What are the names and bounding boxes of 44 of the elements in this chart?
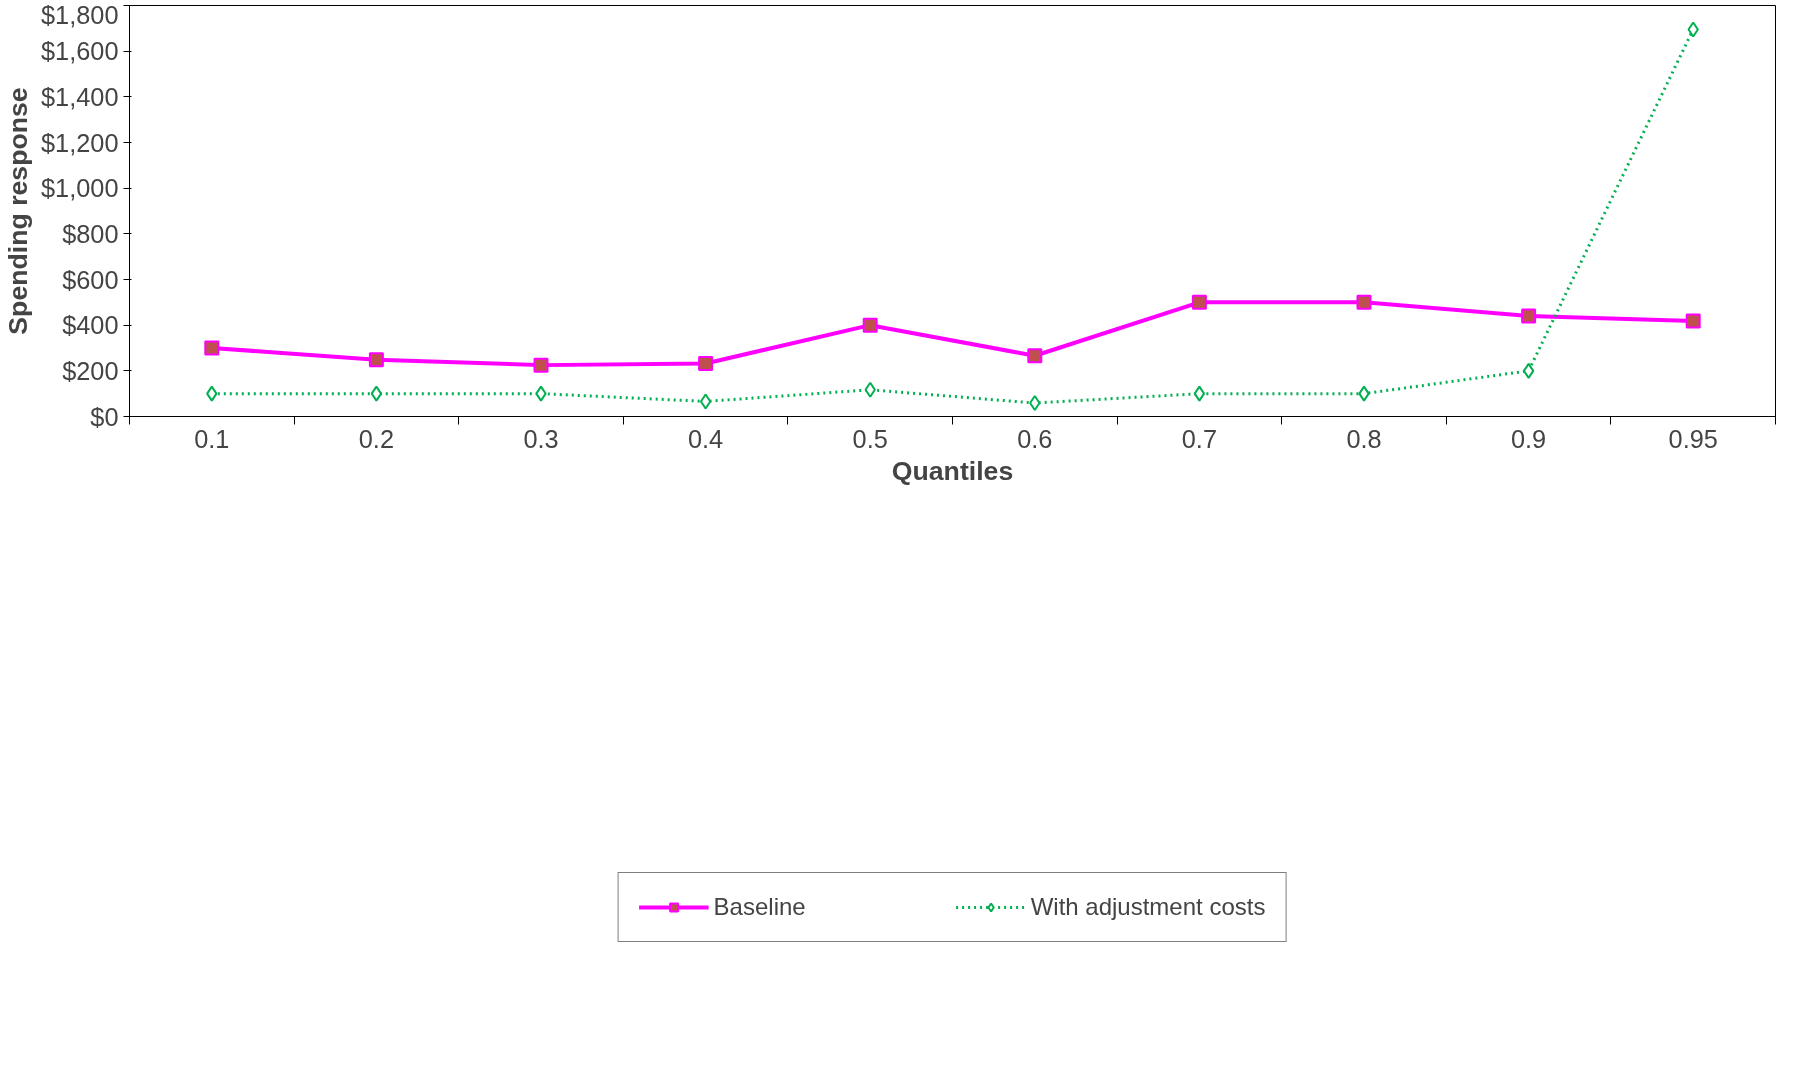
x-tick-label: 0.95	[1668, 424, 1718, 453]
y-tick-label: $1,000	[41, 174, 119, 203]
point	[533, 357, 549, 373]
y-tick-label: $1,600	[41, 37, 119, 66]
point	[698, 356, 714, 372]
y-tick-label: $200	[62, 356, 119, 385]
point	[699, 393, 712, 410]
y-tick-label: $0	[90, 402, 119, 431]
point	[1027, 348, 1043, 364]
y-tick-label: $800	[62, 219, 119, 248]
point	[1522, 362, 1535, 379]
point	[370, 385, 383, 402]
point	[368, 352, 384, 368]
point	[1687, 21, 1699, 38]
legend-label: With adjustment costs	[1030, 893, 1266, 921]
point	[1358, 385, 1370, 402]
x-tick-label: 0.3	[523, 424, 559, 453]
legend-label: Baseline	[713, 893, 806, 921]
y-tick-label: $1,400	[41, 82, 119, 111]
point	[204, 340, 220, 356]
x-tick-label: 0.1	[194, 424, 230, 453]
point	[1356, 294, 1372, 310]
y-tick-label: $600	[62, 265, 119, 294]
point	[1191, 294, 1207, 310]
point	[535, 385, 547, 402]
x-tick-label: 0.8	[1346, 424, 1382, 453]
x-axis-title: Quantiles	[891, 455, 1014, 486]
x-tick-label: 0.9	[1511, 424, 1547, 453]
point	[1029, 395, 1041, 412]
y-tick-label: $1,200	[41, 128, 119, 157]
y-tick-label: $400	[62, 311, 119, 340]
x-tick-label: 0.5	[852, 424, 888, 453]
x-tick-label: 0.2	[358, 424, 395, 453]
x-tick-label: 0.4	[688, 424, 724, 453]
x-tick-label: 0.6	[1017, 424, 1053, 453]
point	[1193, 385, 1206, 402]
point	[206, 385, 218, 402]
point	[862, 317, 878, 333]
point	[1521, 308, 1537, 324]
point	[1685, 313, 1701, 329]
x-tick-label: 0.7	[1181, 424, 1218, 453]
point	[864, 381, 876, 398]
y-tick-label: $1,800	[41, 0, 119, 29]
y-axis-title: Spending response	[3, 87, 34, 335]
